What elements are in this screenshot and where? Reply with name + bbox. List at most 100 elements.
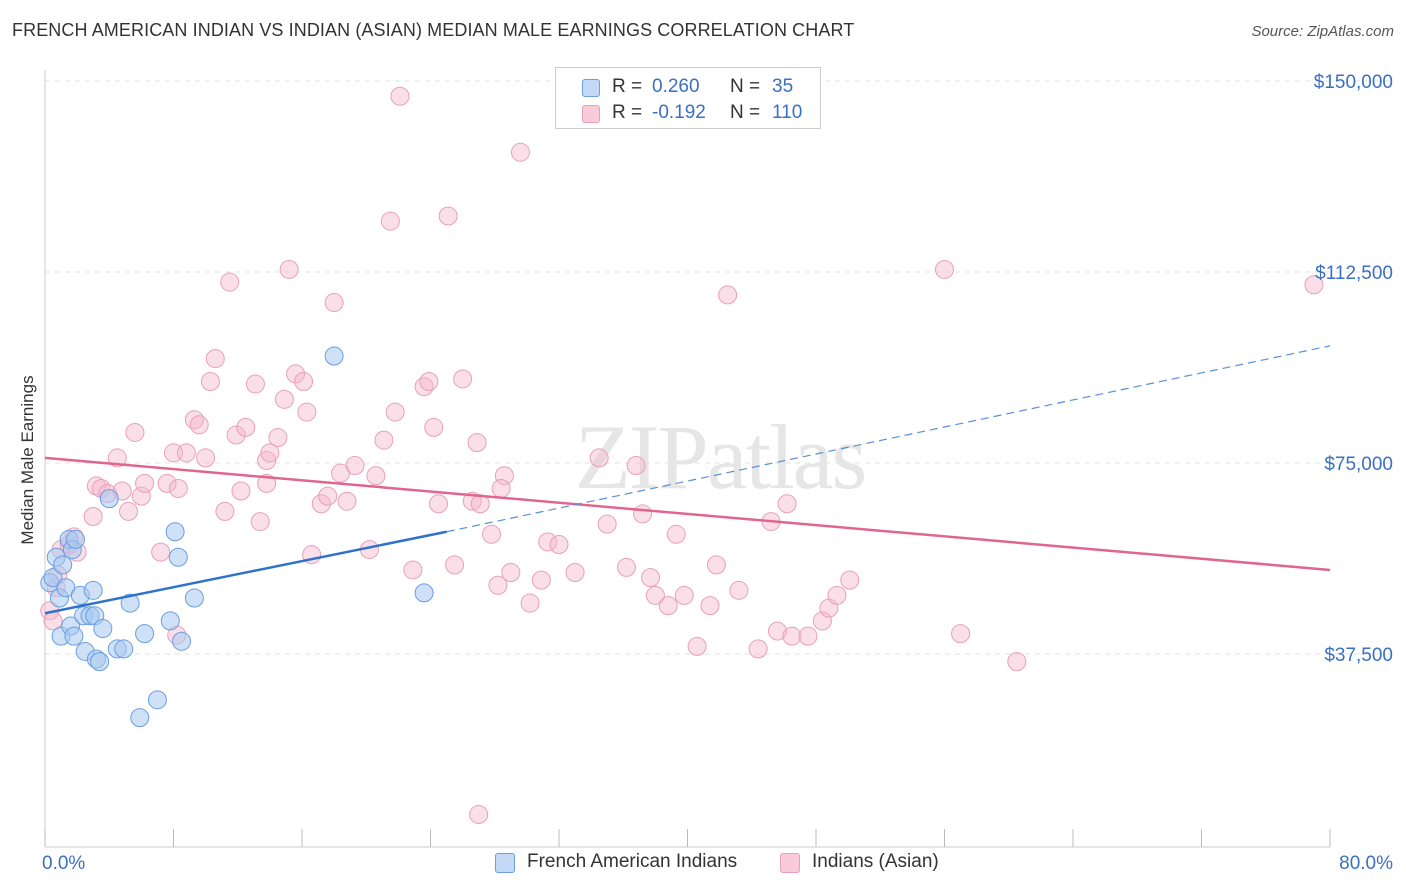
- data-point-indians-asian: [549, 534, 569, 554]
- data-point-indians-asian: [196, 448, 216, 468]
- data-point-indians-asian: [250, 512, 270, 532]
- data-point-indians-asian: [666, 524, 686, 544]
- data-point-indians-asian: [616, 557, 636, 577]
- data-point-indians-asian: [131, 486, 151, 506]
- bottom-legend-label: Indians (Asian): [812, 851, 939, 872]
- data-point-indians-asian: [674, 585, 694, 605]
- correlation-legend: R = 0.260 N = 35 R = -0.192 N = 110: [555, 67, 821, 129]
- data-point-indians-asian: [318, 486, 338, 506]
- tick-labels: $37,500 $75,000 $112,500 $150,000 0.0% 80.0%: [42, 72, 1393, 874]
- legend-swatch-blue: [582, 79, 600, 97]
- legend-r-value: -0.192: [652, 102, 706, 123]
- data-point-indians-asian: [157, 473, 177, 493]
- data-point-indians-asian: [827, 585, 847, 605]
- data-point-indians-asian: [245, 374, 265, 394]
- data-point-indians-asian: [294, 372, 314, 392]
- data-point-french-american-indians: [93, 619, 113, 639]
- data-point-indians-asian: [337, 491, 357, 511]
- legend-swatch-pink: [582, 105, 600, 123]
- data-point-indians-asian: [86, 476, 106, 496]
- data-point-indians-asian: [687, 636, 707, 656]
- data-point-indians-asian: [107, 448, 127, 468]
- data-point-french-american-indians: [130, 708, 150, 728]
- data-point-indians-asian: [951, 624, 971, 644]
- bottom-legend-swatch-pink: [780, 853, 800, 873]
- data-point-french-american-indians: [165, 522, 185, 542]
- data-point-indians-asian: [297, 402, 317, 422]
- data-point-indians-asian: [403, 560, 423, 580]
- data-point-indians-asian: [718, 285, 738, 305]
- source-label: Source: ZipAtlas.com: [1251, 23, 1394, 40]
- data-point-indians-asian: [390, 86, 410, 106]
- data-point-french-american-indians: [53, 555, 73, 575]
- data-point-indians-asian: [200, 372, 220, 392]
- data-point-indians-asian: [215, 501, 235, 521]
- legend-n-label: N =: [730, 102, 761, 123]
- data-point-indians-asian: [597, 514, 617, 534]
- data-point-indians-asian: [626, 456, 646, 476]
- data-point-french-american-indians: [99, 489, 119, 509]
- data-point-indians-asian: [700, 596, 720, 616]
- data-point-indians-asian: [286, 364, 306, 384]
- data-point-indians-asian: [345, 456, 365, 476]
- data-point-indians-asian: [257, 450, 277, 470]
- y-tick-label: $112,500: [1315, 263, 1393, 284]
- data-point-indians-asian: [385, 402, 405, 422]
- data-point-french-american-indians: [83, 580, 103, 600]
- data-point-indians-asian: [645, 585, 665, 605]
- legend-r-value: 0.260: [652, 76, 700, 97]
- data-point-indians-asian: [274, 389, 294, 409]
- data-point-french-american-indians: [168, 547, 188, 567]
- data-point-french-american-indians: [160, 611, 180, 631]
- data-point-indians-asian: [366, 466, 386, 486]
- data-point-french-american-indians: [114, 639, 134, 659]
- data-point-indians-asian: [520, 593, 540, 613]
- data-point-indians-asian: [706, 555, 726, 575]
- data-point-indians-asian: [419, 372, 439, 392]
- series-french-american-indians: [40, 346, 434, 728]
- data-point-indians-asian: [83, 506, 103, 526]
- data-point-indians-asian: [151, 542, 171, 562]
- data-point-french-american-indians: [184, 588, 204, 608]
- y-tick-label: $150,000: [1314, 72, 1393, 93]
- trend-line-french-american-indians: [44, 530, 447, 615]
- data-point-indians-asian: [538, 532, 558, 552]
- data-point-indians-asian: [633, 504, 653, 524]
- data-point-indians-asian: [565, 563, 585, 583]
- data-point-indians-asian: [438, 206, 458, 226]
- y-tick-label: $37,500: [1324, 645, 1393, 666]
- legend-r-label: R =: [612, 76, 643, 97]
- data-point-indians-asian: [220, 272, 240, 292]
- data-point-indians-asian: [279, 259, 299, 279]
- data-point-indians-asian: [236, 417, 256, 437]
- data-point-indians-asian: [501, 563, 521, 583]
- data-point-indians-asian: [729, 580, 749, 600]
- data-point-indians-asian: [510, 142, 530, 162]
- data-point-indians-asian: [380, 211, 400, 231]
- bottom-legend-swatch-blue: [495, 853, 515, 873]
- data-point-indians-asian: [531, 570, 551, 590]
- legend-n-label: N =: [730, 76, 761, 97]
- data-point-indians-asian: [205, 349, 225, 369]
- data-point-indians-asian: [482, 524, 502, 544]
- data-point-indians-asian: [226, 425, 246, 445]
- y-tick-label: $75,000: [1324, 454, 1393, 475]
- x-tick-label-max: 80.0%: [1339, 853, 1393, 874]
- data-point-indians-asian: [176, 443, 196, 463]
- data-point-indians-asian: [658, 596, 678, 616]
- data-point-indians-asian: [1007, 652, 1027, 672]
- data-point-french-american-indians: [66, 529, 86, 549]
- data-point-indians-asian: [935, 259, 954, 279]
- trend-lines: [44, 345, 1331, 615]
- data-point-indians-asian: [324, 293, 344, 313]
- data-point-indians-asian: [445, 555, 465, 575]
- data-point-french-american-indians: [324, 346, 344, 366]
- data-point-french-american-indians: [43, 568, 63, 588]
- data-point-indians-asian: [135, 473, 155, 493]
- data-point-indians-asian: [125, 422, 145, 442]
- data-point-indians-asian: [469, 804, 489, 824]
- data-point-indians-asian: [374, 430, 394, 450]
- data-point-indians-asian: [748, 639, 768, 659]
- data-point-indians-asian: [424, 417, 444, 437]
